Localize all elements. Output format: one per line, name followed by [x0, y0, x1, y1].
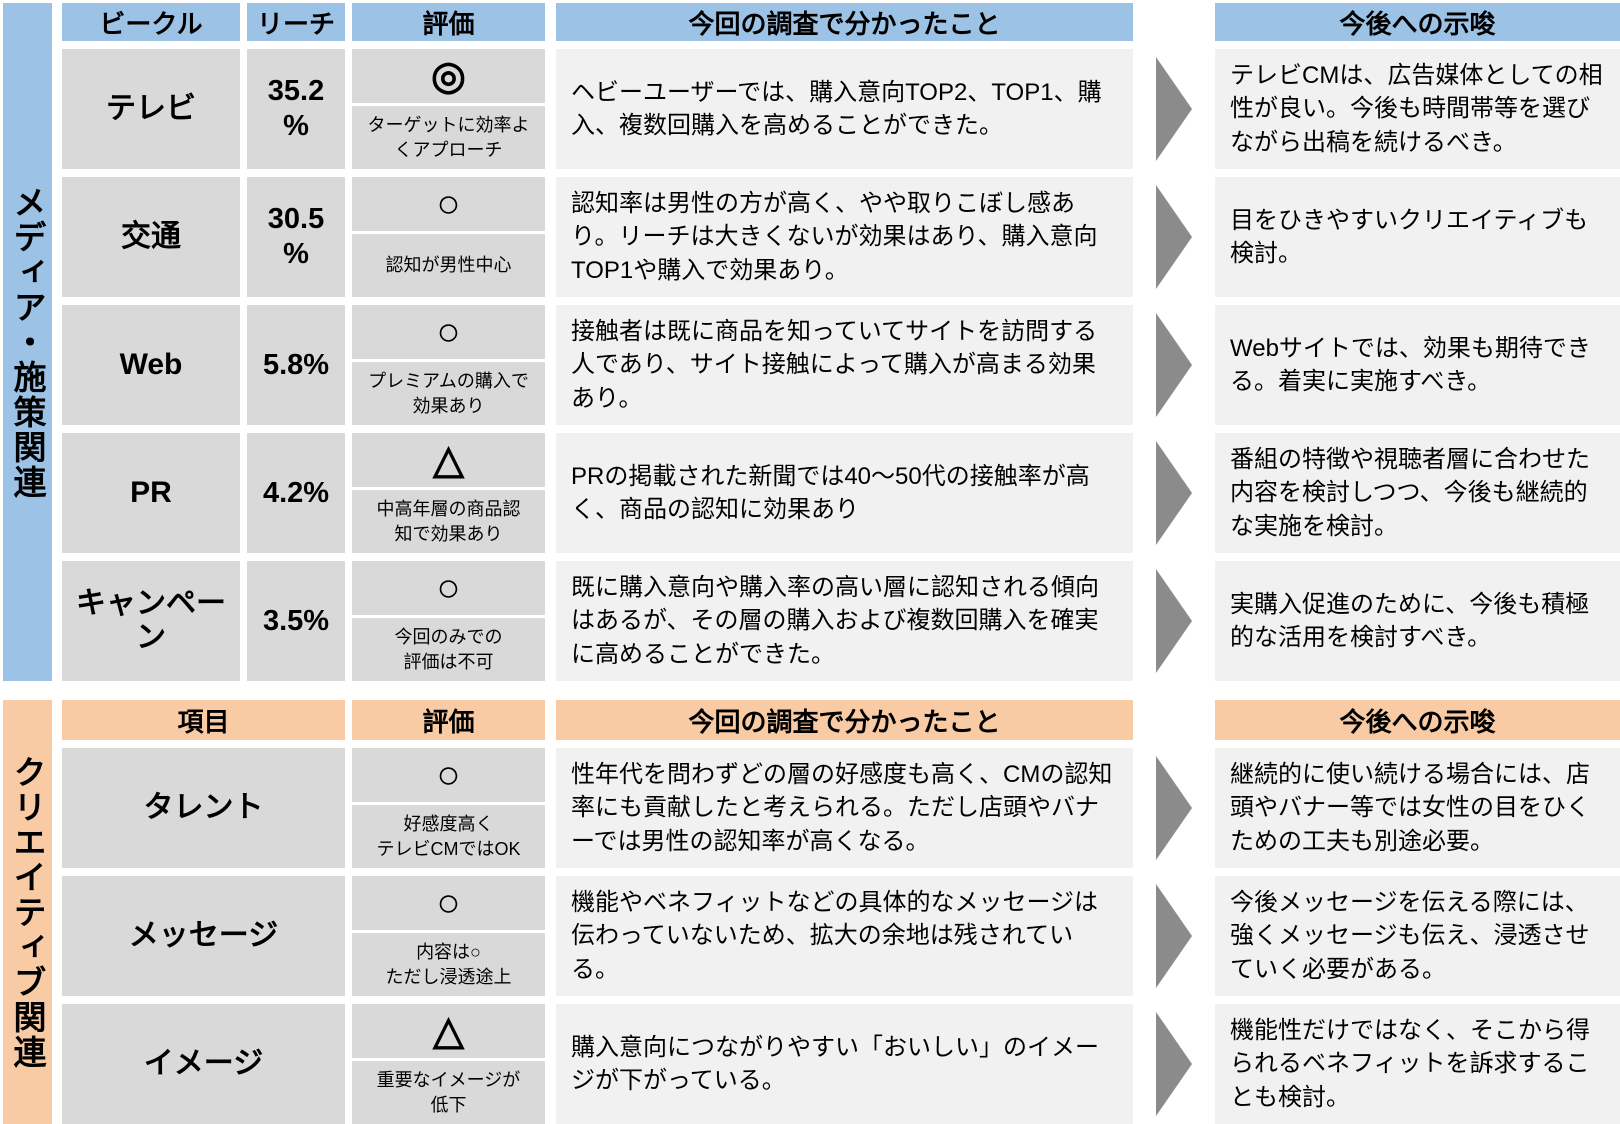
reach-cell: 5.8% — [247, 305, 345, 425]
header-spacer — [1133, 700, 1215, 740]
flow-arrow-icon — [1156, 441, 1192, 545]
implication-cell: 実購入促進のために、今後も積極的な活用を検討すべき。 — [1215, 561, 1620, 681]
implication-cell: Webサイトでは、効果も期待できる。着実に実施すべき。 — [1215, 305, 1620, 425]
implication-cell: 番組の特徴や視聴者層に合わせた内容を検討しつつ、今後も継続的な実施を検討。 — [1215, 433, 1620, 553]
implication-cell: 今後メッセージを伝える際には、強くメッセージも伝え、浸透させていく必要がある。 — [1215, 876, 1620, 996]
vehicle-cell: テレビ — [62, 49, 240, 169]
table-row-image: イメージ △ 重要なイメージが 低下 購入意向につながりやすい「おいしい」のイメ… — [62, 1004, 1620, 1124]
media-table: ビークル リーチ 評価 今回の調査で分かったこと 今後への示唆 テレビ 35.2… — [62, 3, 1620, 681]
eval-note: 認知が男性中心 — [352, 234, 545, 297]
eval-cell: ◎ ターゲットに効率よ くアプローチ — [352, 49, 545, 169]
eval-note: 内容は○ ただし浸透途上 — [352, 933, 545, 996]
implication-cell: 継続的に使い続ける場合には、店頭やバナー等では女性の目をひくための工夫も別途必要… — [1215, 748, 1620, 868]
header-vehicle: ビークル — [62, 3, 240, 41]
eval-symbol: ○ — [352, 876, 545, 930]
media-section-band: メディア・施策関連 — [3, 3, 52, 681]
eval-cell: ○ 今回のみでの 評価は不可 — [352, 561, 545, 681]
finding-cell: 接触者は既に商品を知っていてサイトを訪問する人であり、サイト接触によって購入が高… — [556, 305, 1133, 425]
vehicle-cell: キャンペーン — [62, 561, 240, 681]
eval-symbol: ○ — [352, 561, 545, 615]
reach-cell: 3.5% — [247, 561, 345, 681]
header-findings: 今回の調査で分かったこと — [556, 3, 1133, 41]
flow-arrow-icon — [1156, 756, 1192, 860]
eval-cell: ○ 好感度高く テレビCMではOK — [352, 748, 545, 868]
table-row-web: Web 5.8% ○ プレミアムの購入で 効果あり 接触者は既に商品を知っていて… — [62, 305, 1620, 425]
header-implications: 今後への示唆 — [1215, 3, 1620, 41]
creative-section-band: クリエイティブ関連 — [3, 700, 52, 1124]
creative-table: 項目 評価 今回の調査で分かったこと 今後への示唆 タレント ○ 好感度高く テ… — [62, 700, 1620, 1124]
flow-arrow-icon — [1156, 185, 1192, 289]
finding-cell: 性年代を問わずどの層の好感度も高く、CMの認知率にも貢献したと考えられる。ただし… — [556, 748, 1133, 868]
eval-note: ターゲットに効率よ くアプローチ — [352, 106, 545, 169]
header-implications: 今後への示唆 — [1215, 700, 1620, 740]
header-eval: 評価 — [352, 700, 545, 740]
eval-note: 中高年層の商品認 知で効果あり — [352, 490, 545, 553]
creative-section-label: クリエイティブ関連 — [9, 754, 46, 1070]
finding-cell: ヘビーユーザーでは、購入意向TOP2、TOP1、購入、複数回購入を高めることがで… — [556, 49, 1133, 169]
header-findings: 今回の調査で分かったこと — [556, 700, 1133, 740]
reach-cell: 35.2 % — [247, 49, 345, 169]
table-row-message: メッセージ ○ 内容は○ ただし浸透途上 機能やベネフィットなどの具体的なメッセ… — [62, 876, 1620, 996]
eval-symbol: △ — [352, 433, 545, 487]
creative-header-row: 項目 評価 今回の調査で分かったこと 今後への示唆 — [62, 700, 1620, 740]
eval-symbol: ◎ — [352, 49, 545, 103]
eval-symbol: ○ — [352, 305, 545, 359]
table-row-pr: PR 4.2% △ 中高年層の商品認 知で効果あり PRの掲載された新聞では40… — [62, 433, 1620, 553]
header-item: 項目 — [62, 700, 345, 740]
header-eval: 評価 — [352, 3, 545, 41]
item-cell: イメージ — [62, 1004, 345, 1124]
finding-cell: 認知率は男性の方が高く、やや取りこぼし感あり。リーチは大きくないが効果はあり、購… — [556, 177, 1133, 297]
header-reach: リーチ — [247, 3, 345, 41]
item-cell: メッセージ — [62, 876, 345, 996]
flow-arrow-icon — [1156, 57, 1192, 161]
table-row-tv: テレビ 35.2 % ◎ ターゲットに効率よ くアプローチ ヘビーユーザーでは、… — [62, 49, 1620, 169]
eval-note: 今回のみでの 評価は不可 — [352, 618, 545, 681]
eval-symbol: ○ — [352, 177, 545, 231]
flow-arrow-icon — [1156, 313, 1192, 417]
eval-symbol: ○ — [352, 748, 545, 802]
flow-arrow-icon — [1156, 1012, 1192, 1116]
eval-cell: ○ 内容は○ ただし浸透途上 — [352, 876, 545, 996]
eval-note: 好感度高く テレビCMではOK — [352, 805, 545, 868]
table-row-transit: 交通 30.5 % ○ 認知が男性中心 認知率は男性の方が高く、やや取りこぼし感… — [62, 177, 1620, 297]
eval-cell: △ 中高年層の商品認 知で効果あり — [352, 433, 545, 553]
eval-cell: ○ プレミアムの購入で 効果あり — [352, 305, 545, 425]
media-section-label: メディア・施策関連 — [9, 184, 46, 500]
implication-cell: テレビCMは、広告媒体としての相性が良い。今後も時間帯等を選びながら出稿を続ける… — [1215, 49, 1620, 169]
table-row-talent: タレント ○ 好感度高く テレビCMではOK 性年代を問わずどの層の好感度も高く… — [62, 748, 1620, 868]
flow-arrow-icon — [1156, 569, 1192, 673]
media-section: メディア・施策関連 ビークル リーチ 評価 今回の調査で分かったこと 今後への示… — [0, 3, 1620, 681]
header-spacer — [1133, 3, 1215, 41]
eval-cell: ○ 認知が男性中心 — [352, 177, 545, 297]
finding-cell: 購入意向につながりやすい「おいしい」のイメージが下がっている。 — [556, 1004, 1133, 1124]
eval-note: プレミアムの購入で 効果あり — [352, 362, 545, 425]
finding-cell: PRの掲載された新聞では40～50代の接触率が高く、商品の認知に効果あり — [556, 433, 1133, 553]
vehicle-cell: PR — [62, 433, 240, 553]
implication-cell: 機能性だけではなく、そこから得られるベネフィットを訴求することも検討。 — [1215, 1004, 1620, 1124]
eval-symbol: △ — [352, 1004, 545, 1058]
finding-cell: 既に購入意向や購入率の高い層に認知される傾向はあるが、その層の購入および複数回購… — [556, 561, 1133, 681]
reach-cell: 4.2% — [247, 433, 345, 553]
media-header-row: ビークル リーチ 評価 今回の調査で分かったこと 今後への示唆 — [62, 3, 1620, 41]
vehicle-cell: 交通 — [62, 177, 240, 297]
table-row-campaign: キャンペーン 3.5% ○ 今回のみでの 評価は不可 既に購入意向や購入率の高い… — [62, 561, 1620, 681]
vehicle-cell: Web — [62, 305, 240, 425]
creative-section: クリエイティブ関連 項目 評価 今回の調査で分かったこと 今後への示唆 タレント… — [0, 700, 1620, 1124]
implication-cell: 目をひきやすいクリエイティブも検討。 — [1215, 177, 1620, 297]
eval-cell: △ 重要なイメージが 低下 — [352, 1004, 545, 1124]
finding-cell: 機能やベネフィットなどの具体的なメッセージは伝わっていないため、拡大の余地は残さ… — [556, 876, 1133, 996]
reach-cell: 30.5 % — [247, 177, 345, 297]
eval-note: 重要なイメージが 低下 — [352, 1061, 545, 1124]
flow-arrow-icon — [1156, 884, 1192, 988]
item-cell: タレント — [62, 748, 345, 868]
